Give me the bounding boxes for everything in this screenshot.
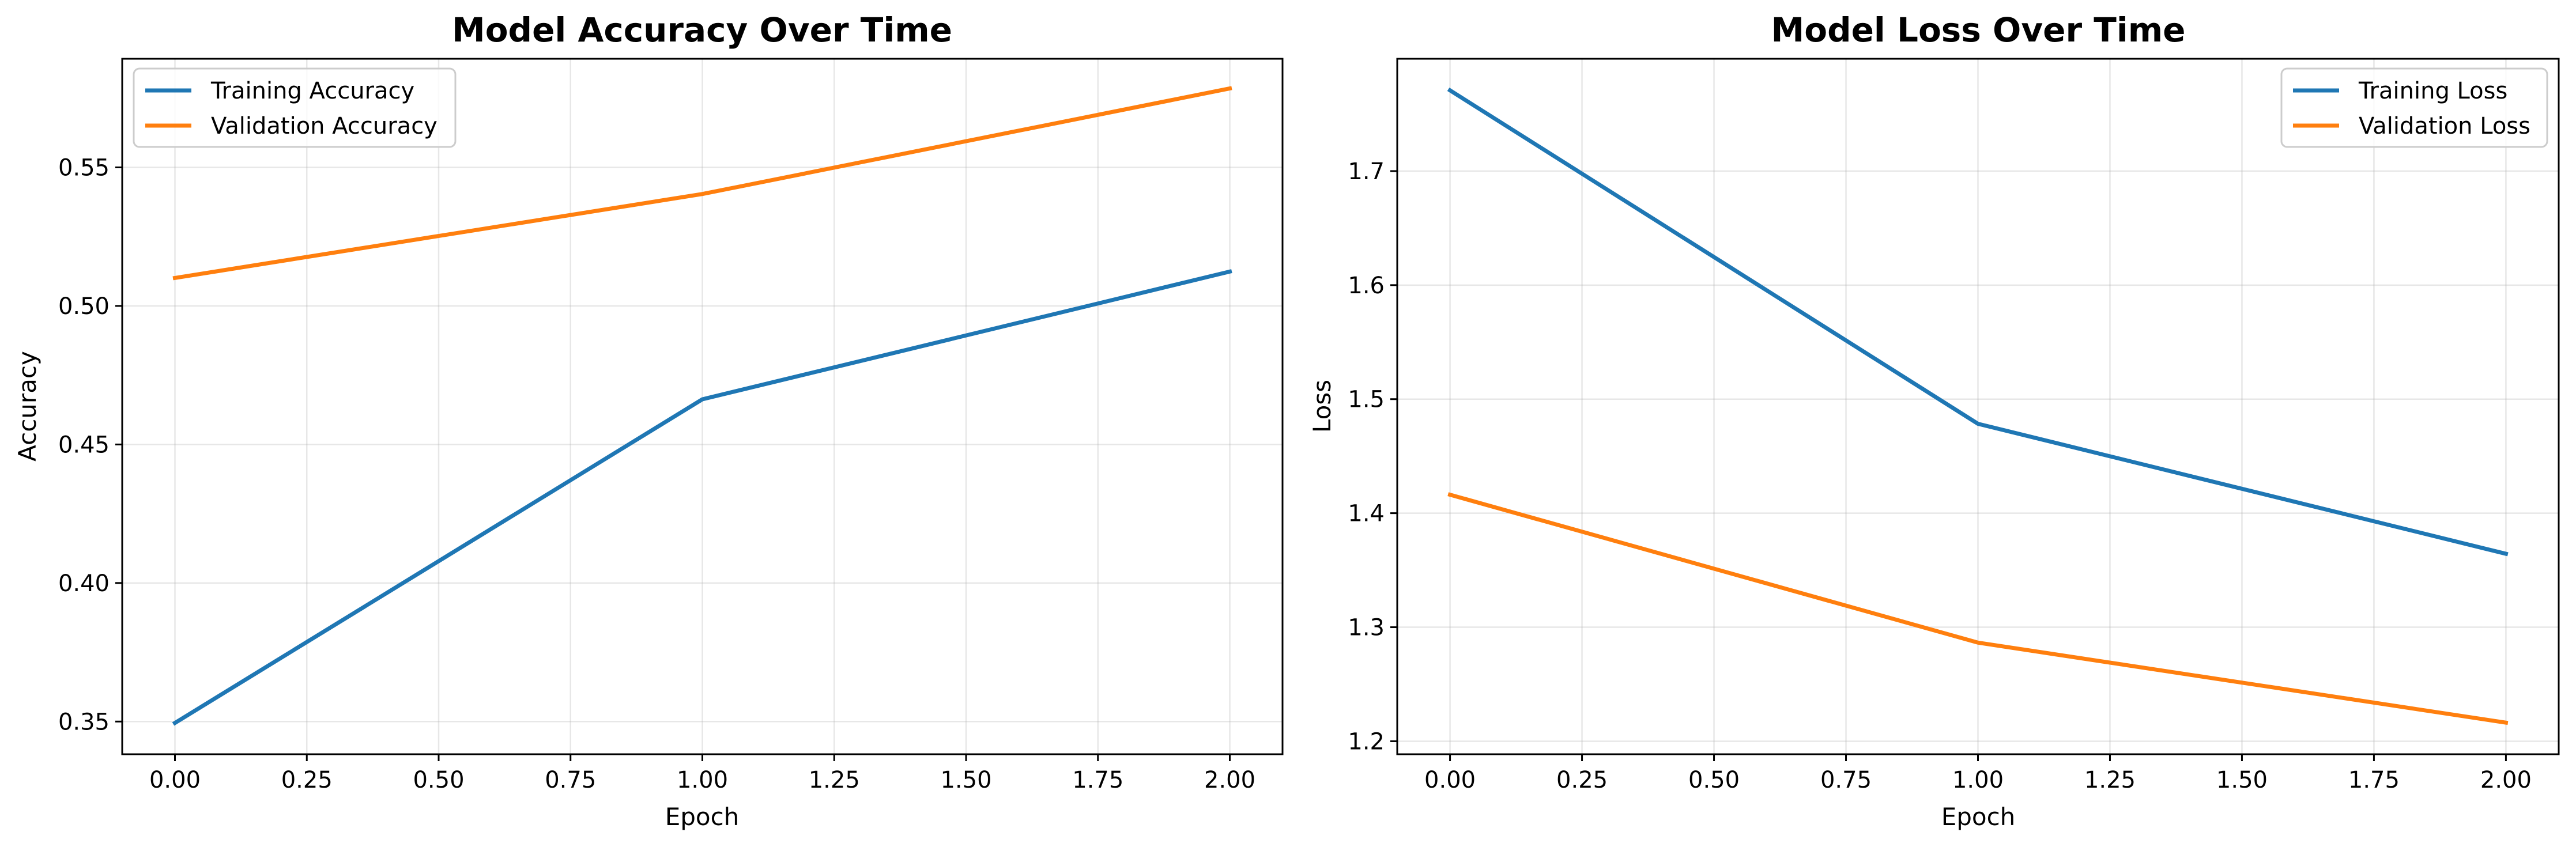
loss-legend: Training Loss Validation Loss: [2280, 67, 2548, 148]
loss-series-line-validation: [1447, 492, 2509, 725]
loss-y-tick-label: 1.4: [1348, 501, 1385, 527]
loss-x-tick-label: 0.00: [1424, 767, 1476, 793]
loss-series-line-training: [1447, 87, 2509, 557]
loss-grid: [1397, 59, 2559, 754]
loss-chart: Model Loss Over Time 0.00 0.25 0.50 0.75 1.0…: [1308, 10, 2560, 831]
accuracy-legend: Training Accuracy Validation Accuracy: [133, 67, 457, 148]
accuracy-x-tick-label: 1.25: [809, 767, 860, 793]
accuracy-y-tick-label: 0.40: [58, 570, 110, 597]
loss-y-tick-label: 1.7: [1348, 158, 1385, 185]
accuracy-legend-label-training: Training Accuracy: [210, 78, 414, 104]
accuracy-y-tick-label: 0.50: [58, 293, 110, 320]
loss-x-tick-label: 0.25: [1556, 767, 1608, 793]
loss-y-axis-label: Loss: [1308, 380, 1336, 433]
accuracy-ticks: 0.00 0.25 0.50 0.75 1.00 1.25 1.50 1.75 2.00 0.35…: [58, 155, 1255, 793]
accuracy-x-tick-label: 1.75: [1072, 767, 1123, 793]
accuracy-legend-box: [133, 67, 457, 148]
loss-y-tick-label: 1.6: [1348, 273, 1385, 299]
accuracy-legend-label-validation: Validation Accuracy: [211, 113, 437, 139]
loss-x-tick-label: 1.00: [1952, 767, 2004, 793]
loss-x-tick-label: 1.25: [2084, 767, 2136, 793]
accuracy-y-tick-label: 0.55: [58, 155, 110, 181]
loss-y-tick-label: 1.2: [1348, 728, 1385, 755]
accuracy-x-tick-label: 0.00: [149, 767, 201, 793]
loss-x-tick-label: 2.00: [2480, 767, 2532, 793]
accuracy-x-tick-label: 0.25: [281, 767, 333, 793]
loss-y-tick-label: 1.3: [1348, 615, 1385, 641]
loss-x-tick-label: 0.50: [1688, 767, 1740, 793]
accuracy-x-tick-label: 2.00: [1204, 767, 1255, 793]
loss-series: [1447, 87, 2509, 725]
accuracy-y-tick-label: 0.45: [58, 432, 110, 458]
accuracy-series: [172, 86, 1232, 726]
accuracy-series-line-validation: [172, 86, 1232, 281]
loss-x-axis-label: Epoch: [1941, 803, 2016, 831]
loss-x-tick-label: 1.75: [2348, 767, 2400, 793]
accuracy-x-axis-label: Epoch: [665, 803, 740, 831]
loss-x-tick-label: 1.50: [2216, 767, 2268, 793]
loss-ticks: 0.00 0.25 0.50 0.75 1.00 1.25 1.50 1.75 2.00 1.2 1…: [1348, 158, 2532, 793]
accuracy-chart: Model Accuracy Over Time 0.00 0.25 0.50 0.7…: [13, 10, 1284, 831]
accuracy-series-line-training: [172, 269, 1232, 726]
accuracy-y-tick-label: 0.35: [58, 709, 110, 735]
accuracy-chart-title: Model Accuracy Over Time: [452, 10, 952, 50]
accuracy-x-tick-label: 1.50: [940, 767, 991, 793]
loss-chart-title: Model Loss Over Time: [1771, 10, 2186, 50]
loss-y-tick-label: 1.5: [1348, 387, 1385, 413]
loss-legend-label-training: Training Loss: [2358, 78, 2507, 104]
accuracy-grid: [122, 59, 1283, 754]
loss-x-tick-label: 0.75: [1820, 767, 1872, 793]
loss-legend-box: [2280, 67, 2548, 148]
accuracy-x-tick-label: 0.75: [545, 767, 596, 793]
accuracy-x-tick-label: 1.00: [677, 767, 728, 793]
loss-legend-label-validation: Validation Loss: [2359, 113, 2530, 139]
accuracy-x-tick-label: 0.50: [413, 767, 464, 793]
accuracy-y-axis-label: Accuracy: [13, 351, 42, 462]
